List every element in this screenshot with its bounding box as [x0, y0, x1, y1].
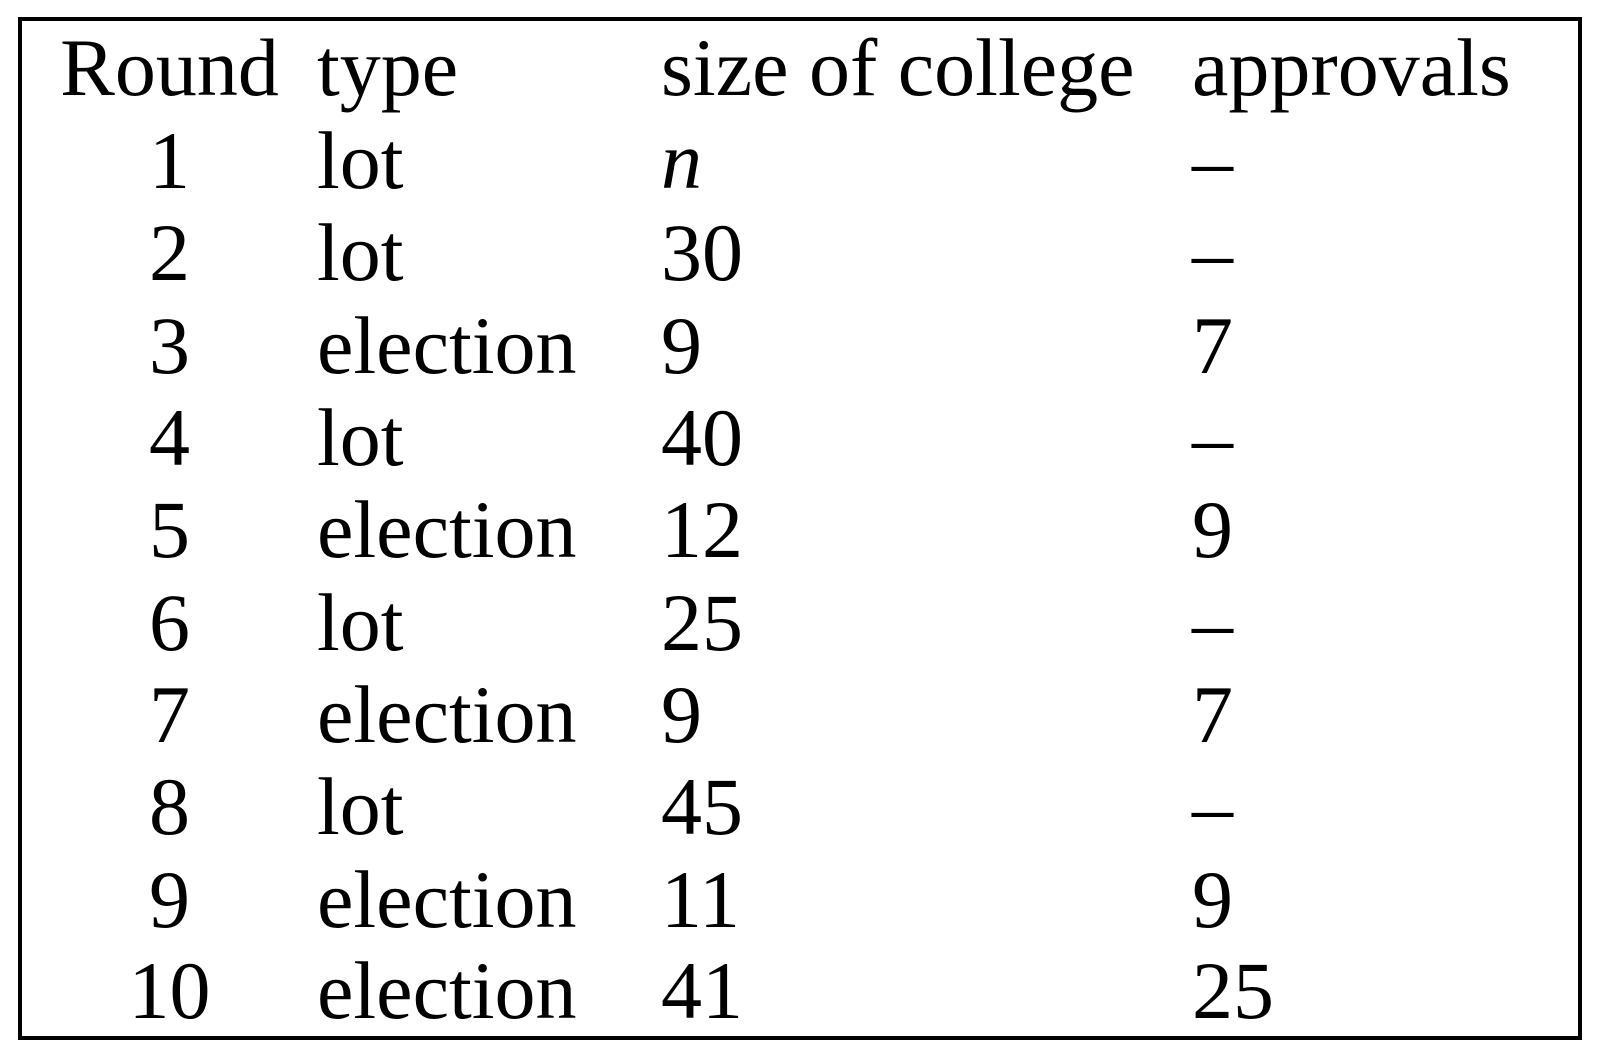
cell-approvals: 7	[1192, 299, 1233, 391]
cell-type: lot	[317, 115, 404, 207]
header-row: Round type size of college approvals	[20, 19, 1580, 115]
cell-type: election	[317, 944, 577, 1036]
cell-approvals: 9	[1192, 853, 1233, 945]
rounds-table: Round type size of college approvals 1 lo…	[18, 17, 1582, 1040]
cell-round: 6	[149, 576, 190, 668]
cell-type: lot	[317, 576, 404, 668]
table-row: 7 election 9 7	[20, 669, 1580, 761]
cell-size: 45	[661, 761, 743, 853]
table-row: 9 election 11 9	[20, 853, 1580, 945]
cell-approvals: 25	[1192, 944, 1274, 1036]
cell-size: 25	[661, 576, 743, 668]
cell-round: 8	[149, 761, 190, 853]
cell-size: 12	[661, 484, 743, 576]
cell-size: 41	[661, 944, 743, 1036]
cell-size: 9	[661, 668, 702, 760]
cell-size: 9	[661, 299, 702, 391]
cell-round: 2	[149, 207, 190, 299]
cell-type: lot	[317, 761, 404, 853]
cell-size: 11	[661, 853, 740, 945]
cell-round: 5	[149, 484, 190, 576]
header-size-of-college: size of college	[661, 22, 1135, 113]
cell-round: 3	[149, 299, 190, 391]
table-row: 6 lot 25 –	[20, 576, 1580, 668]
cell-approvals: 9	[1192, 484, 1233, 576]
cell-type: lot	[317, 392, 404, 484]
cell-round: 4	[149, 392, 190, 484]
cell-type: election	[317, 299, 577, 391]
header-type: type	[317, 22, 459, 113]
cell-type: election	[317, 668, 577, 760]
header-round: Round	[60, 22, 279, 113]
cell-approvals: –	[1192, 115, 1233, 207]
cell-approvals: –	[1192, 207, 1233, 299]
table-row: 3 election 9 7	[20, 300, 1580, 392]
cell-approvals: –	[1192, 761, 1233, 853]
table-row: 10 election 41 25	[20, 946, 1580, 1038]
cell-type: election	[317, 853, 577, 945]
cell-round: 1	[149, 115, 190, 207]
cell-approvals: –	[1192, 392, 1233, 484]
cell-type: election	[317, 484, 577, 576]
header-approvals: approvals	[1192, 22, 1511, 113]
cell-size: n	[661, 115, 702, 207]
cell-approvals: –	[1192, 576, 1233, 668]
table-row: 1 lot n –	[20, 115, 1580, 207]
table-header: Round type size of college approvals	[20, 19, 1580, 115]
cell-approvals: 7	[1192, 668, 1233, 760]
cell-round: 9	[149, 853, 190, 945]
table-row: 5 election 12 9	[20, 484, 1580, 576]
table-row: 4 lot 40 –	[20, 392, 1580, 484]
cell-round: 7	[149, 668, 190, 760]
cell-size: 40	[661, 392, 743, 484]
cell-type: lot	[317, 207, 404, 299]
table-row: 8 lot 45 –	[20, 761, 1580, 853]
table-body: 1 lot n – 2 lot 30 – 3 election 9 7 4 lot 40 – 5 election…	[20, 115, 1580, 1038]
cell-round: 10	[128, 944, 211, 1036]
table-row: 2 lot 30 –	[20, 207, 1580, 299]
cell-size: 30	[661, 207, 743, 299]
